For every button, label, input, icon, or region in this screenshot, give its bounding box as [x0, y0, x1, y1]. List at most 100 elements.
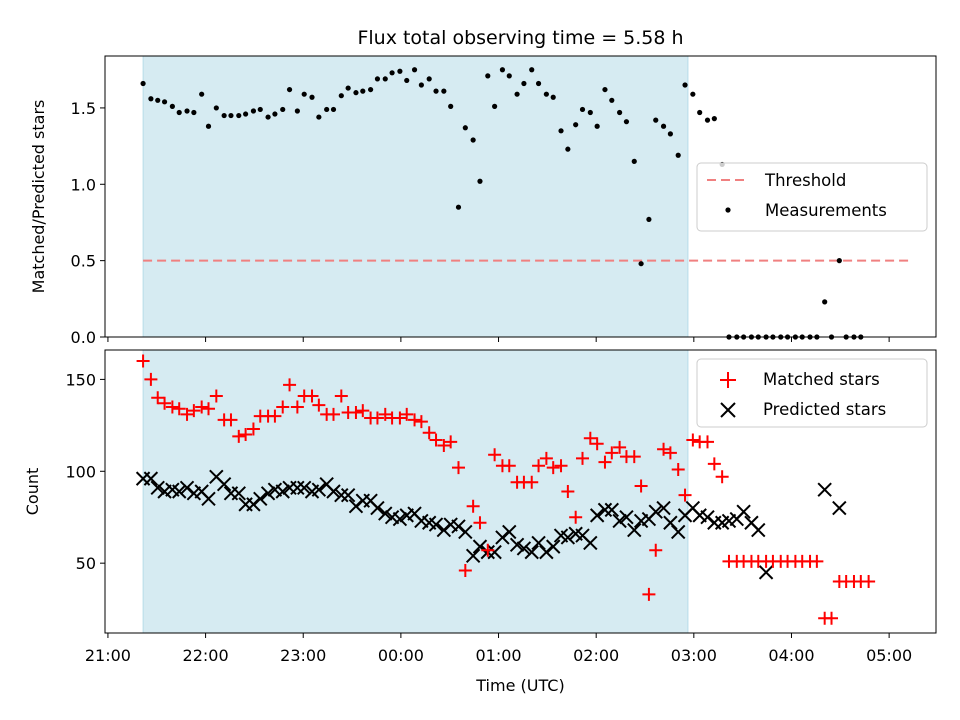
measurement-point [360, 88, 366, 94]
measurement-point [441, 88, 447, 94]
measurement-point [345, 85, 351, 91]
bottom-x-tick-label: 21:00 [85, 646, 131, 665]
measurement-point [485, 73, 491, 79]
matched-star-point [144, 372, 158, 386]
measurements-legend-swatch [725, 207, 731, 213]
measurement-point [594, 123, 600, 129]
measurement-point [257, 106, 263, 113]
measurement-point [499, 67, 506, 73]
top-y-tick-label: 0.0 [71, 328, 96, 347]
measurement-point [316, 114, 322, 120]
matched-star-point [707, 457, 721, 471]
matched-star-point [195, 400, 209, 414]
measurement-point [228, 112, 234, 119]
predicted-star-point [516, 541, 532, 556]
matched-star-point [268, 409, 282, 423]
matched-star-point [810, 554, 824, 568]
predicted-star-point [509, 537, 525, 552]
measurement-point [368, 86, 374, 93]
measurement-point [411, 67, 418, 73]
predicted-star-point [656, 500, 671, 516]
measurement-point [404, 77, 410, 84]
matched-star-point [642, 587, 656, 601]
bottom-y-ticks: 50 100 150 [65, 370, 105, 573]
predicted-stars-points [135, 469, 847, 580]
matched-star-point [356, 404, 370, 418]
x-axis-title: Time (UTC) [475, 676, 564, 695]
measurement-point [448, 103, 454, 109]
predicted-star-point [648, 504, 663, 519]
matched-star-point [569, 510, 583, 524]
predicted-star-point [817, 482, 832, 497]
measurement-point [199, 91, 205, 97]
matched-star-point [561, 485, 575, 498]
measurement-point [587, 109, 593, 116]
matched-star-point [305, 389, 319, 403]
matched-star-point [444, 435, 458, 449]
predicted-star-point [589, 508, 605, 523]
matched-star-point [583, 431, 597, 445]
bottom-legend-box [696, 358, 928, 428]
measurement-point [535, 80, 542, 87]
measurement-point [836, 258, 842, 264]
measurement-point [667, 131, 673, 137]
measurement-point [205, 123, 212, 129]
matched-star-point [671, 462, 685, 476]
top-panel: 0.0 0.5 1.0 1.5 Flux total observing time =… [29, 27, 937, 347]
predicted-star-point [201, 491, 216, 507]
matched-star-point [715, 470, 729, 484]
predicted-star-point [428, 517, 444, 532]
predicted-star-point [378, 506, 393, 521]
predicted-star-point [670, 524, 686, 540]
measurement-point [462, 125, 468, 131]
top-axes-frame [104, 55, 937, 338]
measurement-point [301, 91, 307, 97]
measurement-point [646, 216, 652, 223]
predicted-star-point [458, 524, 473, 540]
predicted-star-point [143, 471, 159, 486]
bottom-x-tick-label: 03:00 [671, 646, 717, 665]
measurement-point [272, 111, 278, 117]
matched-stars-points [136, 354, 876, 625]
predicted-star-point [290, 480, 305, 496]
matched-star-point [437, 439, 451, 453]
top-shaded-interval [142, 55, 689, 338]
matched-star-point [327, 407, 341, 421]
matched-star-point [151, 391, 165, 405]
bottom-x-tick-label: 02:00 [573, 646, 619, 665]
predicted-star-point [370, 500, 385, 516]
matched-star-point [657, 442, 671, 456]
measurement-point [609, 97, 615, 103]
matched-star-point [187, 404, 201, 418]
matched-star-point [605, 446, 619, 460]
measurement-point [506, 73, 512, 79]
bottom-y-axis-title: Count [23, 468, 42, 516]
matched-star-point [627, 450, 641, 464]
measurement-point [631, 158, 637, 164]
matched-star-point [532, 459, 546, 473]
top-y-tick-label: 1.5 [71, 99, 96, 118]
measurement-point [221, 112, 227, 119]
matched-star-point [393, 411, 407, 425]
matched-star-point [451, 461, 465, 475]
predicted-star-point [751, 522, 766, 538]
matched-star-point [136, 354, 150, 368]
bottom-panel: 50 100 150 21:00 22:00 23:00 00:00 01:00 02:00 0… [23, 349, 937, 695]
measurement-point [140, 80, 146, 87]
top-y-tick-label: 0.5 [71, 252, 96, 271]
measurement-point [155, 97, 161, 103]
measurement-point [470, 137, 476, 143]
measurement-point [294, 108, 300, 114]
measurement-point [433, 88, 439, 94]
bottom-x-tick-label: 01:00 [475, 646, 521, 665]
measurement-point [660, 123, 667, 129]
threshold-legend-label: Threshold [764, 171, 846, 190]
measurement-point [148, 96, 154, 102]
matched-star-point [378, 407, 392, 421]
bottom-y-tick-label: 150 [65, 370, 96, 389]
matched-star-point [158, 396, 172, 410]
matched-star-point [576, 451, 590, 465]
predicted-star-point [275, 484, 290, 499]
predicted-star-point [604, 502, 620, 518]
